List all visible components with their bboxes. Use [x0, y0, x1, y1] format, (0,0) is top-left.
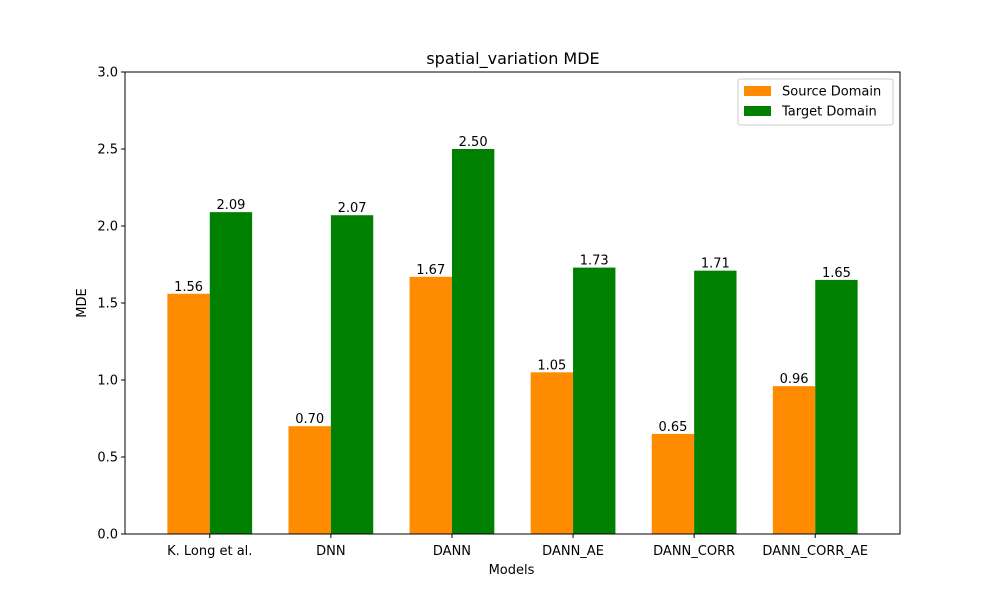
- chart-title: spatial_variation MDE: [426, 49, 599, 69]
- y-tick-label: 2.0: [97, 220, 118, 235]
- bar: [772, 386, 816, 534]
- y-tick-label: 1.0: [97, 374, 118, 389]
- legend-swatch: [744, 106, 771, 116]
- legend-label: Target Domain: [781, 105, 877, 120]
- bar: [530, 372, 574, 534]
- x-tick-label: DANN_CORR_AE: [762, 544, 868, 559]
- bar-value-label: 1.67: [416, 263, 445, 278]
- legend: Source Domain Target Domain: [737, 78, 894, 126]
- bar-value-label: 2.50: [459, 135, 488, 150]
- bar: [651, 433, 695, 534]
- plot-area: 0.0 0.5 1.0 1.5 2.0 2.5 3.0 1.56 2.09 K. Long et …: [97, 66, 868, 560]
- bar-value-label: 1.65: [822, 266, 851, 281]
- legend-swatch: [744, 86, 771, 96]
- x-tick-label: K. Long et al.: [167, 544, 252, 559]
- x-tick-label: DNN: [316, 544, 345, 559]
- bar: [573, 267, 616, 534]
- x-axis-label: Models: [489, 563, 535, 578]
- bar: [167, 293, 210, 534]
- legend-frame: [737, 78, 894, 126]
- y-tick-label: 0.5: [97, 451, 118, 466]
- bar-value-label: 1.56: [174, 280, 203, 295]
- bar: [330, 215, 374, 534]
- bar: [815, 279, 858, 534]
- bar-value-label: 2.09: [216, 198, 245, 213]
- y-tick-label: 3.0: [97, 66, 118, 81]
- x-tick-label: DANN_AE: [542, 544, 604, 559]
- bar-value-label: 1.73: [580, 254, 609, 269]
- y-tick-label: 1.5: [97, 297, 118, 312]
- y-tick-label: 2.5: [97, 143, 118, 158]
- y-tick-label: 0.0: [97, 528, 118, 543]
- bar-value-label: 0.65: [658, 420, 687, 435]
- bar-value-label: 0.96: [780, 372, 809, 387]
- bar: [694, 270, 737, 534]
- y-axis-label: MDE: [75, 288, 90, 317]
- bar: [409, 276, 452, 534]
- bar: [209, 212, 253, 534]
- x-tick-label: DANN: [433, 544, 471, 559]
- legend-label: Source Domain: [782, 85, 881, 100]
- bar: [451, 149, 495, 534]
- bar-value-label: 1.05: [537, 358, 566, 373]
- x-tick-label: DANN_CORR: [653, 544, 735, 559]
- bar: [288, 426, 331, 534]
- bar-value-label: 2.07: [338, 201, 367, 216]
- bar-value-label: 1.71: [701, 257, 730, 272]
- axes-frame: [124, 71, 901, 535]
- bar-value-label: 0.70: [295, 412, 324, 427]
